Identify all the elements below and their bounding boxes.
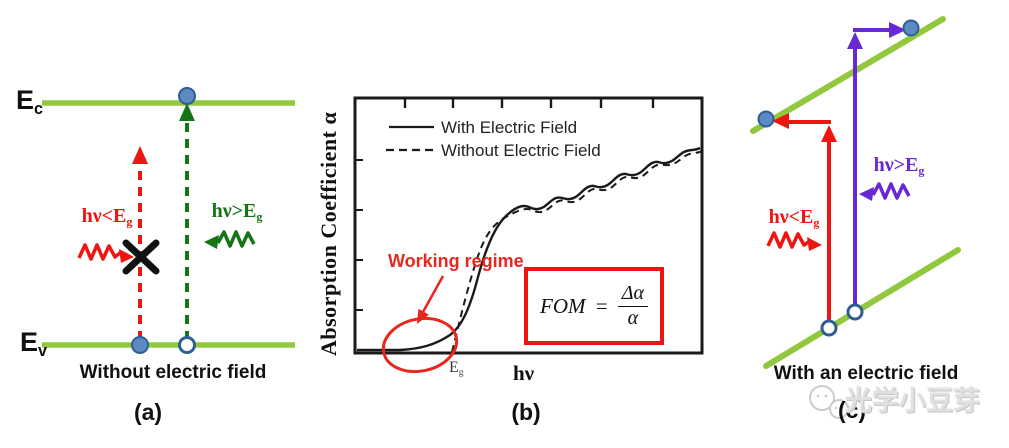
fom-numerator: Δα xyxy=(617,282,648,307)
plot-frame xyxy=(353,96,704,355)
tag-panel-c: (c) xyxy=(837,397,867,423)
photon-wave-red-c-arrowhead xyxy=(807,237,822,251)
watermark-text: 光学小豆芽 xyxy=(845,386,980,416)
caption-panel-a: Without electric field xyxy=(79,362,267,383)
fom-formula-box: FOM = Δα α xyxy=(524,267,664,345)
allowed-transition-arrowhead xyxy=(179,103,195,121)
fom-denominator: α xyxy=(627,307,639,329)
hole-circle-valence xyxy=(178,336,196,354)
hole-circle-lower-left xyxy=(820,319,838,337)
top-axis-ticks xyxy=(403,99,655,108)
red-transition-horizontal-arrowhead xyxy=(772,113,789,129)
photon-wave-green-arrowhead xyxy=(204,235,219,249)
legend-dashed-label: Without Electric Field xyxy=(441,141,601,160)
working-regime-ellipse xyxy=(381,316,459,374)
purple-transition-horizontal-arrowhead xyxy=(889,22,906,38)
photon-above-gap-label-a: hν>Eg xyxy=(211,200,263,224)
tag-panel-b: (b) xyxy=(511,399,541,425)
x-axis-label: hν xyxy=(513,361,535,385)
electron-dot-valence xyxy=(131,336,149,354)
photon-wave-red-c-icon xyxy=(766,231,811,249)
y-axis-label: Absorption Coefficient α xyxy=(316,111,341,356)
x-cross-icon xyxy=(122,239,160,275)
photon-wave-red-icon xyxy=(77,243,123,261)
ev-label: Ev xyxy=(20,327,48,360)
red-transition-vertical-arrowhead xyxy=(821,125,837,142)
electron-dot-upper-right xyxy=(902,19,920,37)
working-regime-arrow xyxy=(421,275,445,313)
curve-without-field xyxy=(451,150,703,353)
photon-below-gap-label-c: hν<Eg xyxy=(768,206,820,230)
wechat-bubbles-icon xyxy=(809,385,849,419)
hole-circle-lower-right xyxy=(846,303,864,321)
photon-wave-green-icon xyxy=(216,230,256,248)
tilted-conduction-band-line xyxy=(750,16,946,134)
working-regime-arrowhead xyxy=(417,308,429,324)
photon-wave-red-arrowhead xyxy=(119,249,134,263)
electron-dot-upper-left xyxy=(757,110,775,128)
curve-with-field xyxy=(357,146,701,352)
caption-panel-c: With an electric field xyxy=(773,363,959,384)
ec-label: Ec xyxy=(16,85,44,118)
fom-fraction: Δα α xyxy=(617,282,648,330)
photon-below-gap-label-a: hν<Eg xyxy=(81,205,133,229)
photon-wave-purple-arrowhead xyxy=(859,187,874,201)
fom-equals: = xyxy=(594,293,609,318)
fom-lhs: FOM xyxy=(540,293,586,318)
electron-dot-conduction xyxy=(178,87,196,105)
photon-above-gap-label-c: hν>Eg xyxy=(873,154,925,178)
purple-transition-vertical-arrowhead xyxy=(847,32,863,49)
tag-panel-a: (a) xyxy=(133,399,163,425)
left-axis-ticks xyxy=(356,159,363,311)
photon-wave-purple-icon xyxy=(871,182,911,200)
forbidden-transition-arrowhead xyxy=(132,146,148,164)
eg-tick-label: Eg xyxy=(449,359,464,378)
legend-solid-label: With Electric Field xyxy=(441,118,578,137)
working-regime-label: Working regime xyxy=(388,251,524,271)
